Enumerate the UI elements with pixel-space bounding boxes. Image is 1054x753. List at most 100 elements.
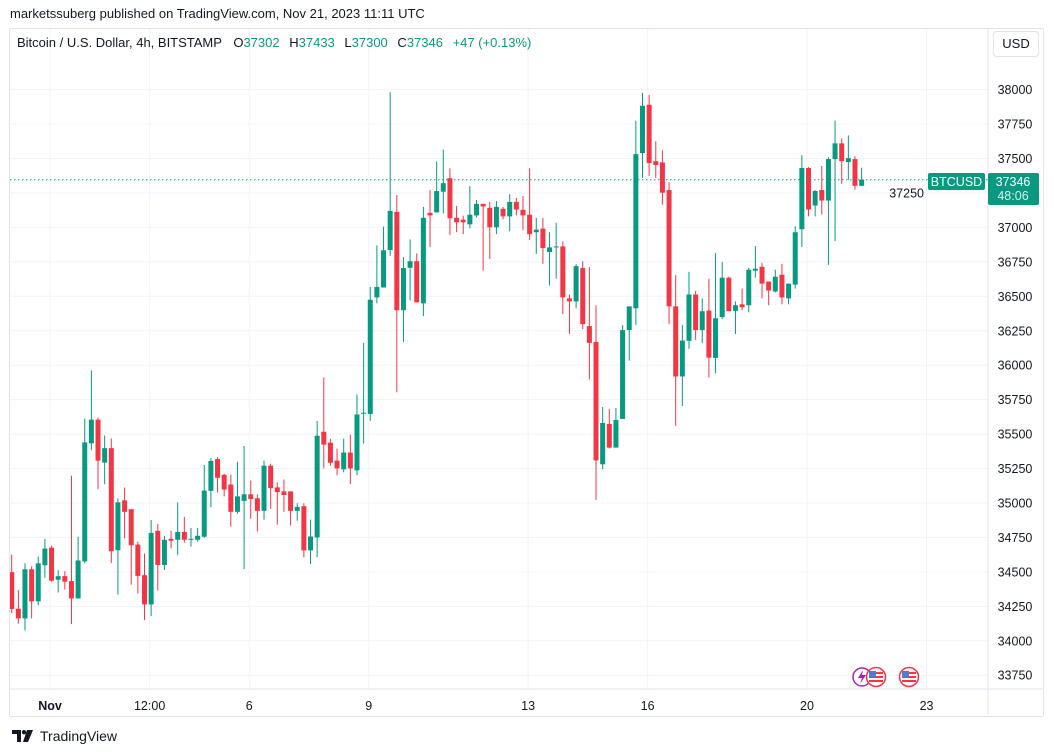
candle-body bbox=[447, 178, 453, 219]
x-tick-label: 23 bbox=[920, 699, 934, 713]
candle-body bbox=[288, 491, 294, 511]
candle-up bbox=[626, 306, 632, 361]
us-flag-icon[interactable] bbox=[898, 666, 920, 688]
candle-body bbox=[29, 569, 35, 602]
candle-up bbox=[792, 226, 798, 289]
candle-body bbox=[108, 448, 114, 552]
published-note: marketssuberg published on TradingView.c… bbox=[10, 6, 425, 21]
candle-up bbox=[713, 252, 719, 374]
candle-body bbox=[175, 531, 181, 540]
candle-body bbox=[633, 154, 639, 309]
price-axis[interactable]: 38000 37750 37500 37250 37000 36750 36500 36250… bbox=[889, 83, 1032, 683]
candle-body bbox=[400, 268, 406, 311]
candle-down bbox=[527, 168, 533, 241]
candle-down bbox=[580, 261, 586, 330]
chart-frame bbox=[9, 28, 1044, 717]
open-value: 37302 bbox=[243, 35, 280, 50]
x-tick-label: 12:00 bbox=[134, 699, 165, 713]
candle-down bbox=[779, 263, 785, 305]
candle-down bbox=[155, 523, 161, 591]
candle-down bbox=[839, 138, 845, 184]
candle-up bbox=[88, 370, 94, 451]
candle-body bbox=[699, 311, 705, 331]
candle-body bbox=[825, 159, 831, 201]
x-tick-label: 20 bbox=[800, 699, 814, 713]
time-axis[interactable]: Nov 12:00 6 9 13 16 20 23 bbox=[38, 699, 933, 713]
candle-body bbox=[49, 547, 55, 581]
candle-body bbox=[274, 487, 280, 493]
candle-body bbox=[188, 538, 194, 540]
candle-body bbox=[374, 286, 380, 298]
us-flag-icon[interactable] bbox=[865, 666, 887, 688]
candle-body bbox=[487, 207, 493, 228]
candle-up bbox=[752, 246, 758, 278]
candle-body bbox=[82, 442, 88, 562]
candle-down bbox=[248, 480, 254, 519]
candle-up bbox=[387, 92, 393, 256]
candle-down bbox=[414, 253, 420, 303]
candle-body bbox=[600, 422, 606, 465]
candle-up bbox=[294, 503, 300, 521]
candle-body bbox=[254, 498, 260, 511]
low-value: 37300 bbox=[351, 35, 388, 50]
candle-down bbox=[739, 288, 745, 311]
event-markers[interactable] bbox=[852, 666, 920, 688]
candle-body bbox=[381, 250, 387, 288]
candle-up bbox=[825, 157, 831, 265]
candle-body bbox=[215, 459, 221, 478]
candle-body bbox=[620, 330, 626, 419]
candle-down bbox=[606, 409, 612, 449]
candle-up bbox=[381, 226, 387, 288]
candle-body bbox=[367, 299, 373, 414]
footer-brand[interactable]: TradingView bbox=[40, 728, 118, 744]
candle-down bbox=[540, 217, 546, 264]
candle-up bbox=[633, 120, 639, 326]
candle-body bbox=[135, 544, 141, 576]
y-tick-label: 37250 bbox=[889, 186, 924, 200]
candle-body bbox=[314, 435, 320, 538]
candle-up bbox=[35, 556, 41, 606]
last-price-text: 37346 bbox=[996, 175, 1031, 189]
candle-up bbox=[367, 286, 373, 421]
candle-up bbox=[175, 502, 181, 556]
candle-body bbox=[155, 530, 161, 565]
candle-body bbox=[673, 306, 679, 377]
symbol-description[interactable]: Bitcoin / U.S. Dollar, 4h, BITSTAMP bbox=[17, 35, 222, 50]
candle-down bbox=[215, 457, 221, 493]
candle-up bbox=[600, 407, 606, 470]
candle-body bbox=[493, 206, 499, 228]
candle-body bbox=[88, 419, 94, 444]
candle-up bbox=[374, 245, 380, 304]
candle-body bbox=[613, 419, 619, 448]
candle-body bbox=[62, 576, 68, 582]
candle-body bbox=[22, 569, 28, 619]
low-label: L bbox=[344, 35, 352, 50]
currency-button[interactable]: USD bbox=[993, 31, 1039, 57]
candle-up bbox=[474, 199, 479, 218]
candle-down bbox=[281, 479, 287, 512]
candle-up bbox=[746, 267, 752, 313]
candle-body bbox=[142, 575, 147, 605]
candle-up bbox=[493, 200, 499, 235]
y-tick-label: 34250 bbox=[998, 600, 1033, 614]
candle-body bbox=[819, 190, 825, 201]
candle-body bbox=[739, 304, 745, 308]
candle-down bbox=[560, 241, 566, 315]
candle-down bbox=[221, 473, 227, 497]
y-tick-label: 35750 bbox=[998, 393, 1033, 407]
candle-body bbox=[354, 414, 360, 471]
candle-body bbox=[42, 548, 48, 566]
candle-body bbox=[513, 201, 519, 210]
candle-down bbox=[128, 509, 134, 585]
candle-body bbox=[859, 179, 865, 186]
candle-up bbox=[341, 438, 347, 473]
candle-up bbox=[786, 283, 792, 305]
candle-down bbox=[480, 203, 486, 271]
candle-up bbox=[686, 271, 692, 349]
y-tick-label: 36500 bbox=[998, 290, 1033, 304]
candle-body bbox=[115, 502, 121, 551]
tradingview-logo-icon bbox=[12, 730, 33, 742]
candle-body bbox=[792, 232, 798, 285]
candle-down bbox=[500, 206, 506, 220]
